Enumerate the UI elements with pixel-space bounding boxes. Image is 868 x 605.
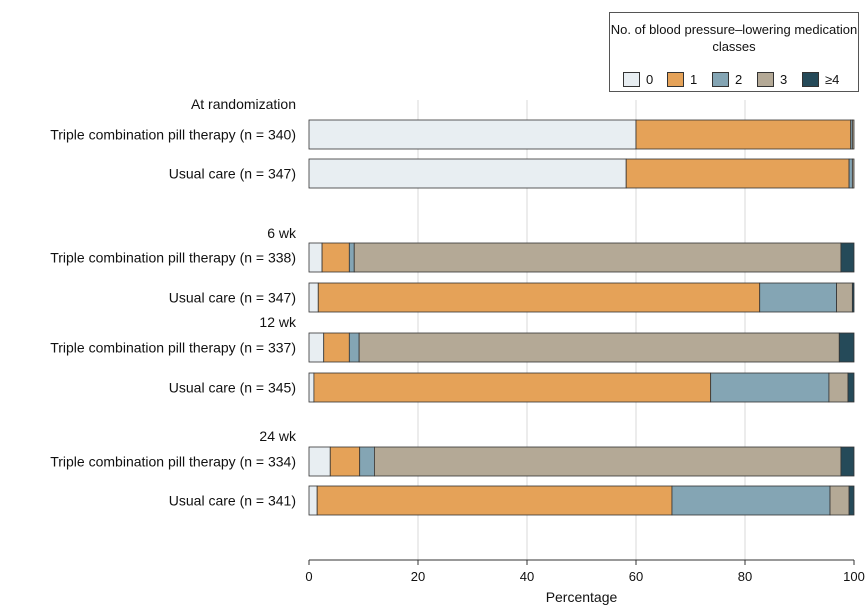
- bar-segment-3-0-4: [840, 446, 855, 477]
- bar-label-3-1: Usual care (n = 341): [169, 493, 296, 509]
- legend-label-0: 0: [646, 72, 654, 87]
- legend-title: No. of blood pressure–lowering medicatio…: [610, 22, 858, 54]
- group-label-2: 12 wk: [259, 314, 297, 330]
- legend-label-1: 1: [690, 72, 698, 87]
- bar-segment-3-0-2: [359, 446, 375, 477]
- x-tick-label-2: 40: [520, 569, 534, 584]
- bar-segment-1-0-2: [348, 242, 355, 273]
- bar-segment-1-1-3: [836, 282, 853, 313]
- bar-segment-0-0-0: [308, 119, 637, 150]
- bar-segment-0-1-2: [848, 158, 853, 189]
- bar-label-3-0: Triple combination pill therapy (n = 334…: [50, 454, 296, 470]
- x-tick-label-0: 0: [305, 569, 312, 584]
- legend-item-3: 3: [757, 72, 787, 87]
- legend-swatch-2: [712, 72, 729, 87]
- bar-segment-3-1-2: [671, 485, 831, 516]
- bar-segment-3-1-3: [829, 485, 850, 516]
- bar-label-0-0: Triple combination pill therapy (n = 340…: [50, 127, 296, 143]
- legend-item-4: ≥4: [802, 72, 839, 87]
- bar-segment-2-1-2: [710, 372, 830, 403]
- bar-label-2-1: Usual care (n = 345): [169, 380, 296, 396]
- bar-segment-3-1-1: [316, 485, 673, 516]
- x-tick-label-1: 20: [411, 569, 425, 584]
- bar-segment-2-0-1: [323, 332, 350, 363]
- bar-segment-1-0-0: [308, 242, 323, 273]
- bar-segment-1-0-3: [353, 242, 842, 273]
- bar-segment-0-1-1: [625, 158, 850, 189]
- bar-segment-2-0-0: [308, 332, 325, 363]
- x-tick-label-3: 60: [629, 569, 643, 584]
- bar-label-0-1: Usual care (n = 347): [169, 166, 296, 182]
- x-tick-label-4: 80: [738, 569, 752, 584]
- bar-segment-1-1-0: [308, 282, 319, 313]
- group-label-1: 6 wk: [267, 225, 297, 241]
- legend-swatch-1: [667, 72, 684, 87]
- legend-swatch-4: [802, 72, 819, 87]
- bar-segment-2-1-1: [313, 372, 712, 403]
- bar-segment-2-0-4: [838, 332, 855, 363]
- bar-label-2-0: Triple combination pill therapy (n = 337…: [50, 340, 296, 356]
- bar-segment-2-1-0: [308, 372, 315, 403]
- x-tick-label-5: 100: [843, 569, 865, 584]
- legend-swatch-0: [623, 72, 640, 87]
- bar-segment-3-1-4: [848, 485, 855, 516]
- bar-segment-0-0-1: [635, 119, 852, 150]
- legend-label-3: 3: [780, 72, 788, 87]
- legend-swatch-3: [757, 72, 774, 87]
- legend-item-2: 2: [712, 72, 742, 87]
- legend-label-4: ≥4: [825, 72, 840, 87]
- bar-segment-3-0-1: [329, 446, 361, 477]
- group-label-0: At randomization: [191, 96, 296, 112]
- bar-segment-3-1-0: [308, 485, 318, 516]
- legend-item-1: 1: [667, 72, 697, 87]
- bar-segment-3-0-3: [373, 446, 842, 477]
- bar-label-1-0: Triple combination pill therapy (n = 338…: [50, 250, 296, 266]
- bar-segment-1-0-1: [321, 242, 350, 273]
- bar-segment-1-1-1: [317, 282, 761, 313]
- bar-segment-1-1-2: [759, 282, 837, 313]
- legend-label-2: 2: [735, 72, 743, 87]
- bar-segment-1-0-4: [840, 242, 855, 273]
- bar-segment-2-1-3: [828, 372, 849, 403]
- legend-item-0: 0: [623, 72, 653, 87]
- legend: No. of blood pressure–lowering medicatio…: [609, 12, 859, 92]
- bar-label-1-1: Usual care (n = 347): [169, 290, 296, 306]
- bar-segment-3-0-0: [308, 446, 331, 477]
- x-axis-label: Percentage: [546, 589, 618, 605]
- group-label-3: 24 wk: [259, 428, 297, 444]
- bar-segment-1-1-4: [851, 282, 855, 313]
- bar-segment-0-1-0: [308, 158, 627, 189]
- bar-segment-0-1-3: [851, 158, 855, 189]
- bar-segment-2-0-2: [348, 332, 360, 363]
- bar-segment-2-1-4: [847, 372, 855, 403]
- bar-segment-2-0-3: [358, 332, 840, 363]
- bar-segment-0-0-3: [851, 119, 855, 150]
